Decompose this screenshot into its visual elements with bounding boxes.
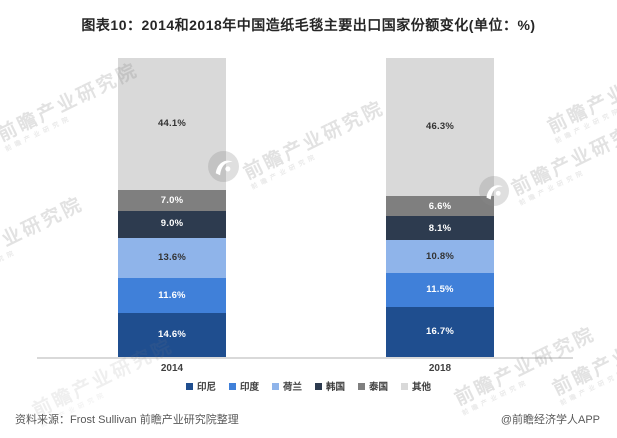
legend-item-泰国: 泰国 [358, 379, 388, 393]
legend-label: 印度 [239, 382, 259, 393]
legend-item-印度: 印度 [228, 379, 259, 393]
bar-segment-印度-2018: 11.5% [386, 272, 494, 308]
segment-value-label: 8.1% [428, 222, 452, 234]
legend-swatch-icon [185, 382, 193, 390]
credit-text: @前瞻经济学人APP [500, 414, 600, 426]
x-axis-label-2014: 2014 [160, 363, 184, 374]
bar-segment-印度-2014: 11.6% [118, 278, 226, 313]
legend-label: 其他 [412, 382, 432, 393]
legend-item-其他: 其他 [401, 379, 431, 393]
segment-value-label: 46.3% [426, 121, 454, 133]
segment-value-label: 7.0% [160, 194, 184, 206]
segment-value-label: 16.7% [426, 326, 454, 338]
stacked-bar-2018: 46.3% 6.6% 8.1% 10.8% 11.5% 16.7% [386, 58, 494, 357]
bar-segment-泰国-2014: 7.0% [118, 189, 226, 211]
legend-label: 泰国 [369, 382, 389, 393]
legend-label: 荷兰 [282, 382, 302, 393]
bar-segment-其他-2014: 44.1% [118, 58, 226, 190]
segment-value-label: 11.6% [158, 289, 186, 301]
legend: 印尼 印度 荷兰 韩国 泰国 其他 [0, 379, 617, 393]
segment-value-label: 9.0% [160, 218, 184, 230]
segment-value-label: 11.5% [426, 284, 454, 296]
legend-label: 印尼 [196, 382, 216, 393]
legend-item-荷兰: 荷兰 [271, 379, 302, 393]
legend-item-韩国: 韩国 [315, 379, 345, 393]
bar-segment-韩国-2014: 9.0% [118, 210, 226, 238]
legend-swatch-icon [358, 382, 366, 390]
bar-segment-其他-2018: 46.3% [386, 58, 494, 197]
segment-value-label: 10.8% [426, 250, 454, 262]
bar-segment-荷兰-2018: 10.8% [386, 240, 494, 273]
legend-label: 韩国 [326, 382, 346, 393]
bar-segment-泰国-2018: 6.6% [386, 196, 494, 217]
bar-segment-韩国-2018: 8.1% [386, 216, 494, 241]
source-text: 资料来源：Frost Sullivan 前瞻产业研究院整理 [15, 414, 239, 426]
chart-title: 图表10：2014和2018年中国造纸毛毯主要出口国家份额变化(单位：%) [81, 17, 536, 33]
legend-swatch-icon [271, 382, 279, 390]
segment-value-label: 6.6% [428, 200, 452, 212]
footer: 资料来源：Frost Sullivan 前瞻产业研究院整理 @前瞻经济学人APP [15, 411, 600, 427]
bar-segment-印尼-2014: 14.6% [118, 313, 226, 357]
stacked-bar-2014: 44.1% 7.0% 9.0% 13.6% 11.6% 14.6% [118, 58, 226, 357]
segment-value-label: 14.6% [158, 329, 186, 341]
legend-swatch-icon [315, 382, 322, 390]
bar-segment-荷兰-2014: 13.6% [118, 237, 226, 279]
segment-value-label: 13.6% [158, 252, 186, 264]
bar-segment-印尼-2018: 16.7% [386, 307, 494, 357]
legend-item-印尼: 印尼 [185, 379, 216, 393]
segment-value-label: 44.1% [158, 118, 186, 130]
plot-area: 44.1% 7.0% 9.0% 13.6% 11.6% 14.6% 2014 46.3% 6.6… [37, 58, 573, 374]
legend-swatch-icon [401, 382, 409, 390]
x-axis-label-2018: 2018 [428, 363, 452, 374]
legend-swatch-icon [228, 382, 236, 390]
